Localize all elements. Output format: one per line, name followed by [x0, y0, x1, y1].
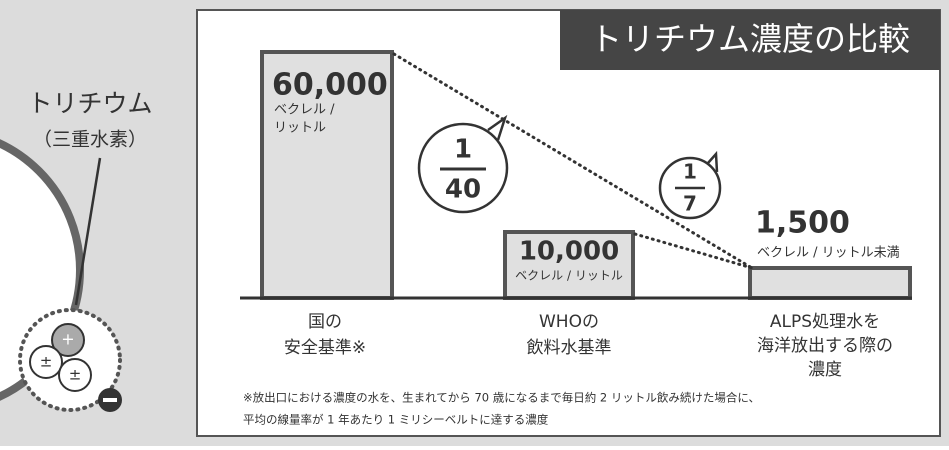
category: 飲料水基準	[527, 338, 612, 358]
category: 国の	[308, 312, 342, 332]
bubble-tail	[487, 114, 508, 141]
value: 10,000	[519, 237, 619, 267]
ratio-num: 1	[454, 135, 472, 165]
category: WHOの	[539, 312, 599, 332]
unit: ベクレル /	[274, 103, 335, 118]
ratio-den: 7	[683, 192, 697, 216]
ratio-line	[633, 232, 754, 270]
bar	[748, 266, 912, 300]
tritium-sub: （三重水素）	[33, 129, 147, 151]
footnote: ※放出口における濃度の水を、生まれてから 70 歳になるまで毎日約 2 リットル…	[243, 391, 760, 405]
proton	[51, 323, 85, 357]
unit: リットル	[274, 121, 326, 136]
category: 海洋放出する際の	[757, 336, 893, 356]
category: 安全基準※	[284, 338, 366, 358]
bar	[503, 230, 635, 300]
neutron	[29, 345, 63, 379]
unit: ベクレル / リットル未満	[757, 246, 900, 261]
value: 1,500	[755, 206, 850, 241]
pointer	[74, 157, 102, 306]
title-box	[560, 10, 940, 70]
bar	[260, 50, 394, 300]
unit: ベクレル / リットル	[515, 269, 623, 283]
title: トリチウム濃度の比較	[590, 20, 910, 58]
electron-sign	[103, 398, 117, 402]
ratio-line	[392, 52, 754, 270]
category: ALPS処理水を	[770, 312, 880, 332]
neutron-sign: ±	[69, 366, 82, 384]
ratio-num: 1	[683, 160, 697, 184]
footnote: 平均の線量率が 1 年あたり 1 ミリシーベルトに達する濃度	[243, 413, 549, 427]
tritium-label: トリチウム	[27, 89, 152, 118]
neutron	[58, 358, 92, 392]
bubble-tail	[707, 150, 719, 173]
proton-sign: +	[61, 330, 74, 349]
category: 濃度	[808, 360, 842, 380]
ratio-den: 40	[445, 175, 481, 205]
neutron-sign: ±	[40, 353, 53, 371]
value: 60,000	[272, 68, 388, 103]
